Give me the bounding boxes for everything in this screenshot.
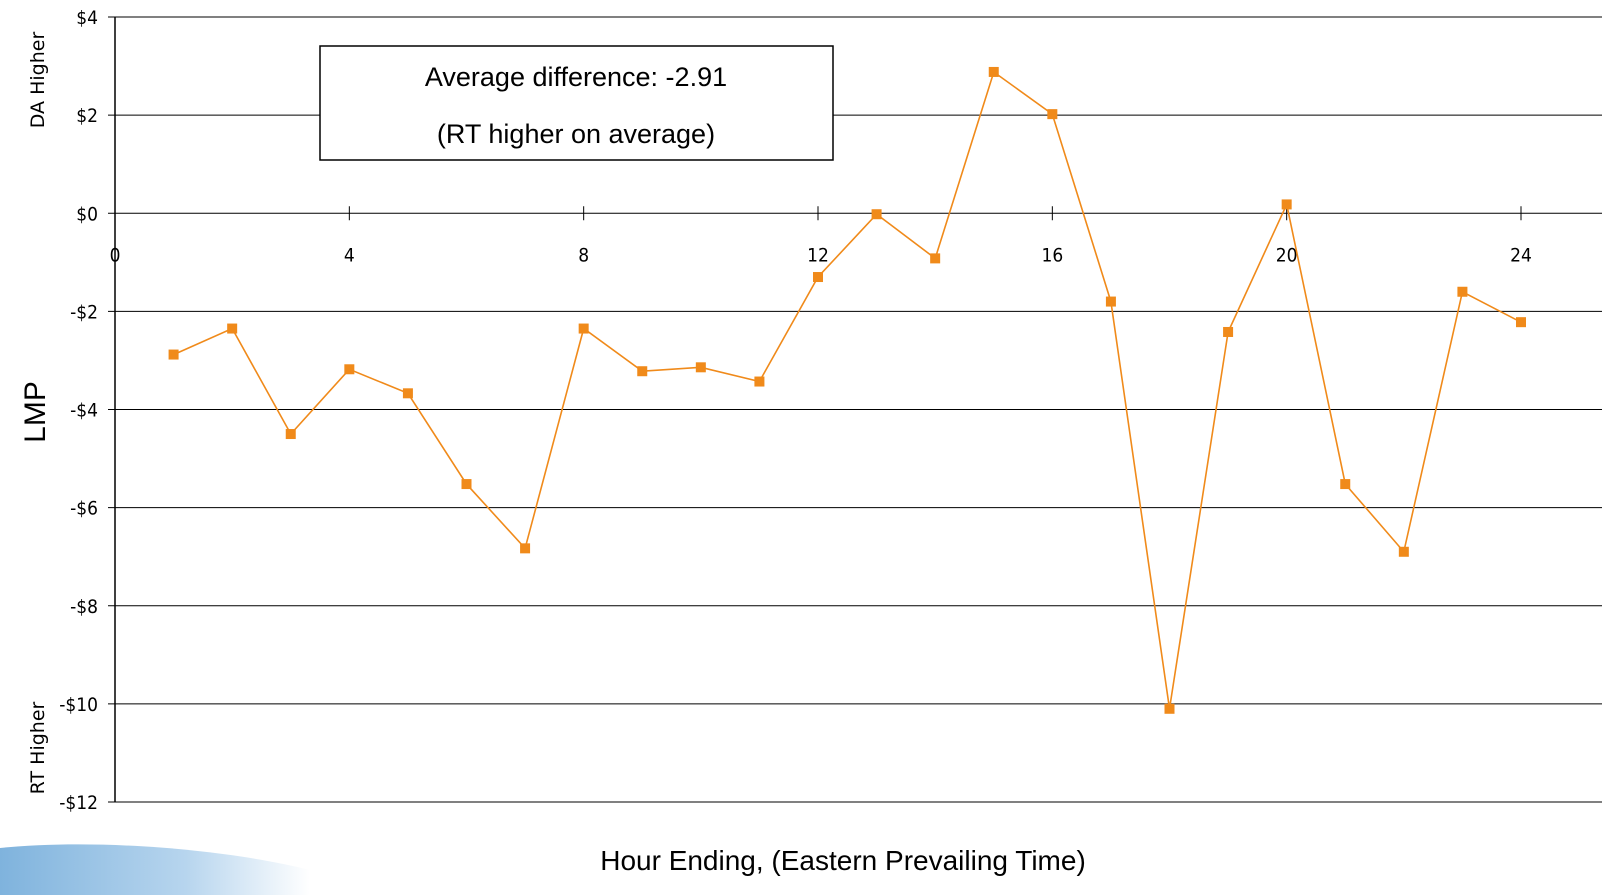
x-tick-label: 0 [110, 244, 121, 266]
y-tick-labels: $4 $2 $0 -$2 -$4 -$6 -$8 -$10 -$12 [59, 7, 98, 814]
data-point [168, 349, 179, 360]
data-point [402, 388, 413, 399]
x-tick-label: 8 [578, 244, 589, 266]
annotation-box [319, 45, 834, 161]
decorative-swoosh [0, 844, 310, 895]
data-point [461, 479, 472, 490]
data-point [1398, 546, 1409, 557]
series-group [168, 66, 1526, 714]
y-tick-label: -$4 [70, 400, 98, 422]
x-tick-label: 16 [1041, 244, 1063, 266]
x-tick-label: 4 [344, 244, 355, 266]
data-point [813, 272, 823, 283]
x-axis-label: Hour Ending, (Eastern Prevailing Time) [600, 845, 1086, 876]
data-point [227, 323, 238, 334]
y-tick-label: $0 [76, 203, 98, 225]
data-point [1457, 286, 1468, 297]
y-tick-label: $4 [76, 7, 98, 29]
y-tick-label: -$10 [59, 694, 98, 716]
series-line [173, 70, 1522, 709]
x-tick-label: 12 [807, 244, 829, 266]
data-point [1340, 479, 1351, 490]
data-point [578, 323, 589, 334]
data-point [520, 543, 531, 554]
data-point [695, 362, 706, 373]
data-point [871, 209, 882, 220]
data-point [1516, 317, 1526, 328]
y-tick-label: -$12 [59, 792, 98, 814]
data-point [1105, 296, 1116, 307]
annotation-average: Average difference: -2.91 [425, 62, 727, 92]
y-tick-label: $2 [76, 105, 98, 127]
annotation-note: (RT higher on average) [437, 119, 715, 149]
data-point [930, 253, 941, 264]
x-tick-label: 24 [1510, 244, 1532, 266]
rt-higher-label: RT Higher [27, 701, 49, 794]
y-tick-label: -$6 [70, 498, 98, 520]
data-point [344, 364, 355, 375]
x-tick-labels: 0 4 8 12 16 20 24 [110, 244, 1532, 266]
x-tick-label: 20 [1276, 244, 1298, 266]
data-point [285, 429, 296, 440]
data-point [988, 66, 999, 77]
data-point [1223, 326, 1234, 337]
y-axis-label: LMP [19, 381, 52, 443]
da-higher-label: DA Higher [27, 32, 49, 129]
data-point [754, 376, 765, 387]
data-point [637, 366, 648, 377]
data-point [1047, 109, 1058, 120]
axes [108, 16, 1522, 803]
y-tick-label: -$8 [70, 596, 98, 618]
data-point [1281, 199, 1292, 210]
y-tick-label: -$2 [70, 301, 98, 323]
data-point [1164, 703, 1175, 714]
